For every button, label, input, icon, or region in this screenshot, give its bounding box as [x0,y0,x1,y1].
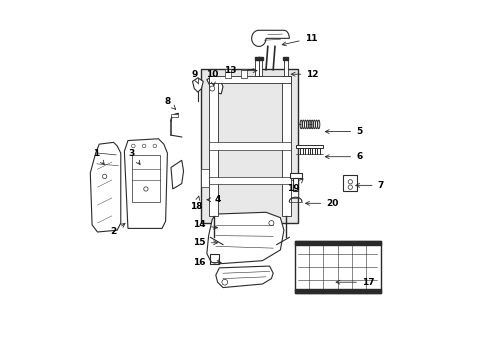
Polygon shape [241,69,247,78]
Text: 3: 3 [128,149,140,165]
Circle shape [268,221,273,226]
Polygon shape [171,160,183,189]
Polygon shape [208,76,217,216]
Circle shape [142,144,145,148]
Text: 2: 2 [110,224,125,237]
Polygon shape [124,139,167,228]
Polygon shape [224,69,231,78]
Polygon shape [284,60,287,76]
Polygon shape [282,76,290,216]
Polygon shape [208,177,290,184]
Polygon shape [208,76,290,83]
Text: 1: 1 [92,149,104,165]
Polygon shape [171,114,178,117]
Text: 10: 10 [205,70,218,86]
Polygon shape [254,57,259,60]
Circle shape [102,174,106,179]
Polygon shape [294,289,380,293]
Polygon shape [292,178,298,191]
Polygon shape [290,180,298,198]
Polygon shape [201,169,208,187]
Polygon shape [90,142,121,232]
Text: 9: 9 [191,70,198,84]
Text: 14: 14 [193,220,217,229]
Polygon shape [255,60,258,76]
Polygon shape [192,78,203,92]
Polygon shape [206,212,284,264]
Circle shape [143,187,148,191]
Circle shape [131,144,135,148]
Polygon shape [208,142,290,149]
Circle shape [347,185,352,189]
Text: 7: 7 [355,181,383,190]
Circle shape [347,180,352,184]
Text: 4: 4 [206,195,221,204]
Circle shape [209,86,214,91]
Polygon shape [258,57,263,60]
Text: 8: 8 [164,96,175,109]
Polygon shape [201,69,298,223]
Text: 17: 17 [335,278,374,287]
Polygon shape [283,57,287,60]
Text: 18: 18 [189,196,202,211]
Polygon shape [206,76,223,94]
Polygon shape [251,30,289,46]
Polygon shape [296,145,323,148]
Text: 16: 16 [193,258,221,267]
Polygon shape [215,266,273,288]
Text: 15: 15 [193,238,217,247]
Text: 5: 5 [325,127,362,136]
Polygon shape [294,241,380,293]
Polygon shape [294,241,380,244]
Text: 12: 12 [291,70,318,79]
Polygon shape [343,175,357,191]
Polygon shape [289,173,301,178]
Circle shape [222,279,227,285]
Circle shape [153,144,156,148]
Text: 6: 6 [325,152,362,161]
Polygon shape [131,155,160,202]
Polygon shape [210,253,219,264]
Text: 19: 19 [286,179,303,193]
Text: 13: 13 [224,66,256,75]
Text: 20: 20 [305,199,338,208]
Text: 11: 11 [282,34,316,46]
Polygon shape [258,60,262,76]
